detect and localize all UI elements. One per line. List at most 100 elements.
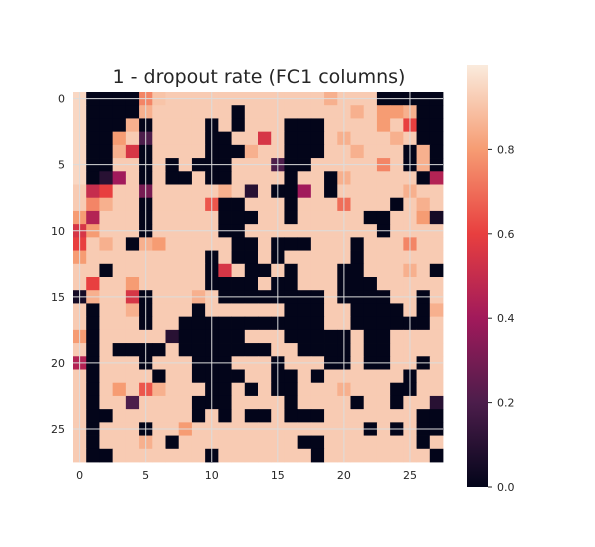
heatmap-cell: [99, 382, 114, 397]
heatmap-cell: [191, 435, 206, 450]
heatmap-cell: [363, 250, 378, 265]
heatmap-cell: [99, 329, 114, 344]
heatmap-cell: [376, 144, 391, 159]
heatmap-cell: [191, 277, 206, 291]
heatmap-cell: [191, 263, 206, 278]
heatmap-cell: [350, 382, 365, 397]
heatmap-cell: [99, 144, 114, 159]
heatmap-cell: [363, 263, 378, 278]
heatmap-cell: [178, 369, 193, 384]
heatmap-cell: [244, 105, 259, 119]
x-tick-label: 15: [271, 469, 285, 482]
heatmap-cell: [310, 131, 325, 146]
y-tick-label: 5: [58, 159, 65, 172]
heatmap-cell: [390, 448, 404, 463]
heatmap-cell: [218, 210, 232, 225]
heatmap-cell: [258, 303, 272, 318]
heatmap-cell: [310, 409, 325, 423]
heatmap-cell: [99, 277, 114, 291]
heatmap-cell: [258, 144, 272, 159]
heatmap-cell: [125, 409, 140, 423]
heatmap-cell: [297, 277, 312, 291]
heatmap-cell: [324, 105, 338, 119]
heatmap-cell: [112, 171, 127, 185]
heatmap-cell: [416, 329, 431, 344]
heatmap-cell: [244, 303, 259, 318]
heatmap-cell: [165, 329, 180, 344]
heatmap-cell: [218, 448, 232, 463]
heatmap-cell: [429, 316, 444, 331]
heatmap-cell: [86, 131, 100, 146]
heatmap-cell: [86, 435, 100, 450]
heatmap-cell: [258, 250, 272, 265]
heatmap-cell: [231, 303, 246, 318]
heatmap-cell: [191, 303, 206, 318]
heatmap-cell: [86, 118, 100, 133]
heatmap-cell: [152, 329, 166, 344]
heatmap-cell: [363, 303, 378, 318]
heatmap-cell: [258, 105, 272, 119]
heatmap-cell: [363, 277, 378, 291]
heatmap-cell: [218, 184, 232, 199]
heatmap-cell: [258, 277, 272, 291]
heatmap-cell: [429, 395, 444, 410]
heatmap-cell: [231, 197, 246, 212]
heatmap-cell: [152, 118, 166, 133]
heatmap-cell: [324, 277, 338, 291]
heatmap-cell: [112, 369, 127, 384]
heatmap-cell: [244, 409, 259, 423]
heatmap-cell: [231, 409, 246, 423]
heatmap-cell: [284, 409, 299, 423]
heatmap-cell: [416, 395, 431, 410]
heatmap-cell: [376, 343, 391, 357]
heatmap-cell: [112, 210, 127, 225]
heatmap-cell: [191, 316, 206, 331]
heatmap-cell: [125, 237, 140, 251]
heatmap-cell: [310, 210, 325, 225]
heatmap-cell: [112, 184, 127, 199]
heatmap-cell: [125, 144, 140, 159]
heatmap-cell: [258, 197, 272, 212]
heatmap-cell: [178, 316, 193, 331]
heatmap-cell: [324, 369, 338, 384]
heatmap-cell: [86, 210, 100, 225]
heatmap-cell: [350, 184, 365, 199]
heatmap-cell: [284, 144, 299, 159]
heatmap-cell: [416, 343, 431, 357]
heatmap-cell: [178, 277, 193, 291]
heatmap-cell: [99, 343, 114, 357]
heatmap-cell: [218, 369, 232, 384]
heatmap-cell: [310, 303, 325, 318]
heatmap-cell: [152, 316, 166, 331]
heatmap-cell: [112, 316, 127, 331]
heatmap-cell: [231, 382, 246, 397]
heatmap-cell: [165, 171, 180, 185]
heatmap-cell: [191, 448, 206, 463]
heatmap-cell: [86, 448, 100, 463]
heatmap-cell: [297, 316, 312, 331]
heatmap-cell: [310, 105, 325, 119]
heatmap-cell: [350, 435, 365, 450]
heatmap-cell: [310, 369, 325, 384]
heatmap-cell: [112, 435, 127, 450]
heatmap-cell: [350, 409, 365, 423]
heatmap-cell: [191, 329, 206, 344]
heatmap-cell: [99, 316, 114, 331]
heatmap-cell: [416, 409, 431, 423]
heatmap-cell: [258, 171, 272, 185]
heatmap-cell: [112, 277, 127, 291]
heatmap-cell: [390, 131, 404, 146]
heatmap-cell: [99, 250, 114, 265]
heatmap-cell: [429, 184, 444, 199]
heatmap-cell: [178, 210, 193, 225]
heatmap-cell: [258, 435, 272, 450]
heatmap-cell: [297, 343, 312, 357]
heatmap-cell: [284, 197, 299, 212]
colorbar-tick-label: 0.6: [497, 228, 515, 241]
heatmap-cell: [165, 197, 180, 212]
heatmap-cell: [152, 382, 166, 397]
heatmap-cell: [429, 210, 444, 225]
heatmap-cell: [390, 144, 404, 159]
heatmap-cell: [310, 277, 325, 291]
heatmap-cell: [231, 131, 246, 146]
